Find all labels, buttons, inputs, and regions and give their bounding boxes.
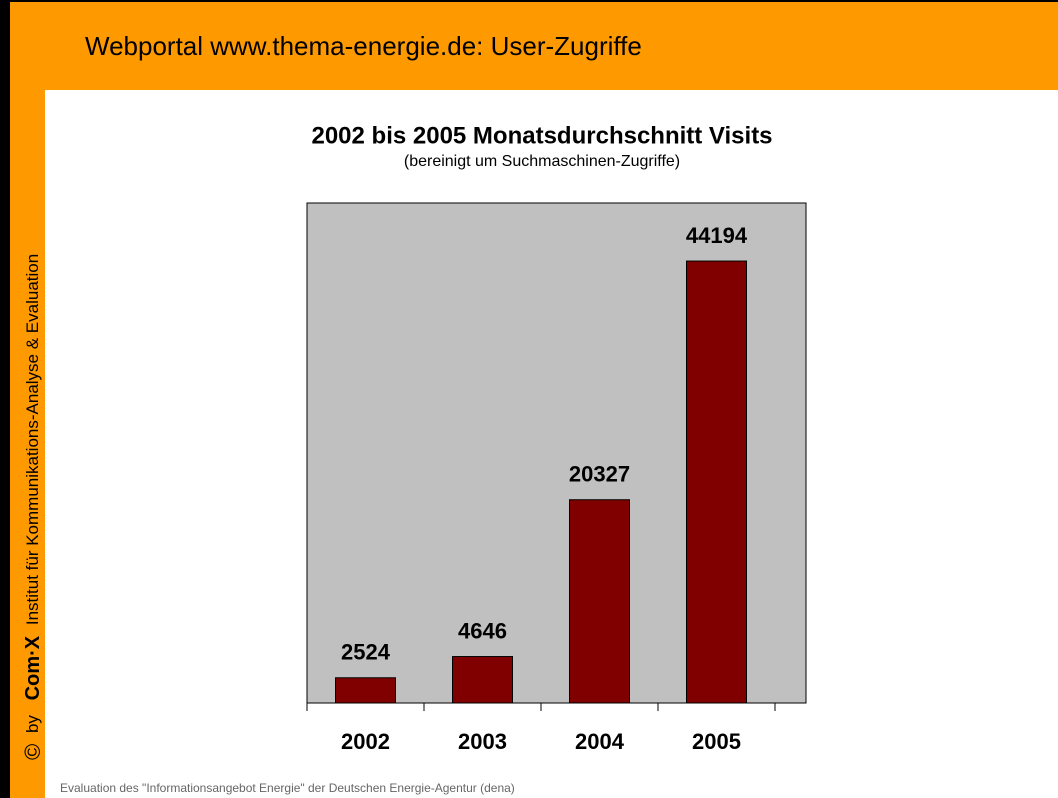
by: by: [23, 715, 42, 733]
value-label: 4646: [458, 618, 507, 643]
institute: Institut für Kommunikations-Analyse & Ev…: [23, 254, 42, 625]
logo: Com·X: [22, 635, 44, 700]
x-tick-label: 2004: [575, 729, 625, 754]
x-tick-label: 2003: [458, 729, 507, 754]
header-title: Webportal www.thema-energie.de: User-Zug…: [85, 31, 642, 61]
x-tick-label: 2002: [341, 729, 390, 754]
left-border: [0, 0, 10, 798]
chart-title: 2002 bis 2005 Monatsdurchschnitt Visits: [311, 122, 772, 149]
chart-subtitle: (bereinigt um Suchmaschinen-Zugriffe): [404, 153, 680, 170]
bar: [569, 499, 630, 704]
x-tick-label: 2005: [692, 729, 741, 754]
bar: [335, 677, 396, 704]
top-border: [0, 0, 1058, 2]
bar: [452, 656, 513, 704]
copyright: ©: [20, 744, 45, 760]
value-label: 2524: [341, 640, 391, 665]
value-label: 44194: [686, 223, 748, 248]
footer: Evaluation des "Informationsangebot Ener…: [60, 781, 515, 795]
value-label: 20327: [569, 462, 630, 487]
bar: [686, 260, 747, 704]
sidebar-text: © by Com·X Institut für Kommunikations-A…: [20, 254, 45, 760]
header-bar: [0, 0, 1058, 90]
